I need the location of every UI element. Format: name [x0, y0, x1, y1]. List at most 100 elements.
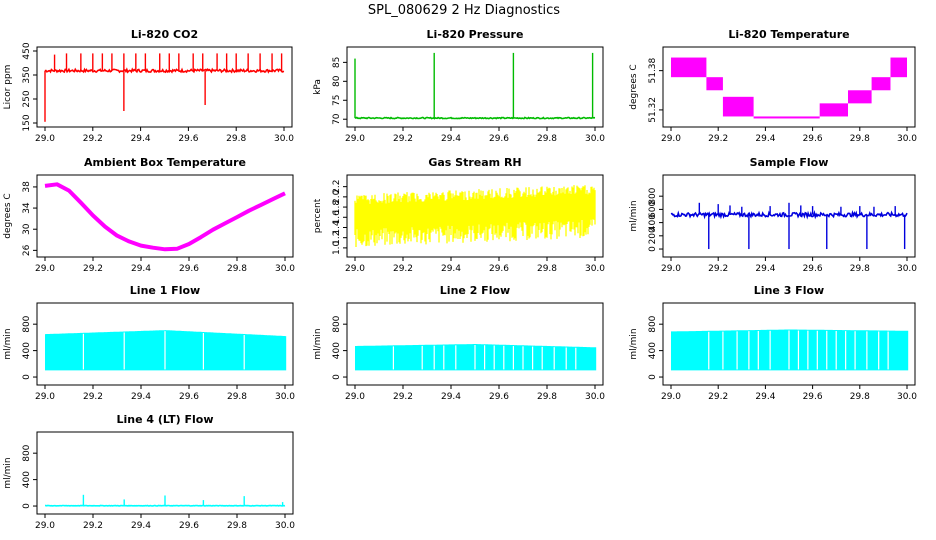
x-tick-label: 29.6	[803, 392, 823, 402]
x-tick-label: 29.4	[131, 264, 151, 274]
step-band	[848, 90, 872, 104]
figure-title: SPL_080629 2 Hz Diagnostics	[368, 3, 560, 18]
plot-frame	[662, 174, 916, 258]
step-band	[871, 77, 891, 91]
step-band	[722, 96, 754, 117]
chart-panel: Line 3 Flow ml/min 29.0 29.2 29.4 29.6 29.8 30.…	[629, 284, 917, 402]
y-axis-label: ml/min	[313, 328, 323, 359]
series-line	[44, 67, 285, 74]
x-tick-label: 29.4	[755, 134, 775, 144]
step-band	[706, 77, 723, 91]
y-tick-label: 1.2	[332, 231, 342, 245]
x-tick-label: 29.8	[850, 134, 870, 144]
x-tick-label: 29.6	[178, 134, 198, 144]
x-tick-label: 29.0	[35, 264, 55, 274]
y-tick-label: 400	[332, 342, 342, 359]
y-tick-label: 800	[22, 444, 32, 461]
x-tick-label: 29.6	[803, 134, 823, 144]
x-tick-label: 29.0	[35, 134, 55, 144]
x-tick-label: 29.6	[489, 264, 509, 274]
panel-title: Li-820 Temperature	[728, 28, 849, 41]
y-tick-label: 450	[22, 42, 32, 59]
y-tick-label: 800	[22, 315, 32, 332]
y-axis-label: degrees C	[3, 193, 13, 238]
chart-panel: Li-820 CO2 Licor ppm 29.0 29.2 29.4 29.6 29.8 3…	[3, 28, 294, 144]
plot-area	[670, 202, 908, 250]
y-tick-label: 1.0	[332, 240, 342, 255]
plot-area	[354, 52, 596, 120]
x-tick-label: 29.0	[661, 392, 681, 402]
x-tick-label: 29.6	[489, 392, 509, 402]
panel-title: Line 1 Flow	[130, 284, 200, 297]
y-tick-label: 51.38	[648, 57, 658, 83]
y-tick-label: 0	[332, 374, 342, 380]
x-tick-label: 29.2	[708, 392, 728, 402]
plot-frame	[346, 302, 604, 386]
y-tick-label: 250	[22, 90, 32, 107]
x-tick-label: 29.0	[345, 264, 365, 274]
plot-area	[44, 182, 286, 252]
panel-title: Sample Flow	[750, 156, 829, 169]
x-tick-label: 29.2	[708, 134, 728, 144]
plot-area	[671, 57, 907, 119]
plot-frame	[346, 174, 604, 258]
x-tick-label: 29.4	[441, 264, 461, 274]
chart-panel: Gas Stream RH percent 29.0 29.2 29.4 29.6 29.8…	[313, 156, 605, 274]
x-tick-label: 29.4	[755, 264, 775, 274]
x-tick-label: 29.8	[850, 264, 870, 274]
y-tick-label: 0	[648, 246, 658, 252]
x-tick-label: 29.4	[755, 392, 775, 402]
plot-area	[355, 344, 597, 371]
panel-title: Li-820 Pressure	[427, 28, 524, 41]
x-tick-label: 29.6	[179, 392, 199, 402]
x-tick-label: 29.2	[83, 392, 103, 402]
chart-panel: Li-820 Temperature degrees C 29.0 29.2 29.4 2…	[629, 28, 917, 144]
x-tick-label: 29.0	[35, 521, 55, 531]
x-tick-label: 29.4	[131, 134, 151, 144]
y-tick-label: 75	[332, 95, 342, 106]
series-line	[44, 182, 286, 252]
step-band	[890, 57, 907, 78]
plot-area	[354, 185, 596, 247]
y-tick-label: 30	[22, 223, 32, 235]
y-tick-label: 2.0	[332, 189, 342, 204]
y-tick-label: 1.6	[332, 210, 342, 225]
y-tick-label: 200	[648, 227, 658, 244]
y-tick-label: 350	[22, 66, 32, 83]
x-tick-label: 29.0	[35, 392, 55, 402]
y-axis-label: ml/min	[629, 328, 639, 359]
y-tick-label: 51.32	[648, 97, 658, 123]
x-tick-label: 29.4	[441, 134, 461, 144]
panel-title: Line 2 Flow	[440, 284, 510, 297]
chart-panel: Line 4 (LT) Flow ml/min 29.0 29.2 29.4 29.6 29…	[3, 413, 295, 531]
x-tick-label: 29.2	[708, 264, 728, 274]
panel-title: Line 4 (LT) Flow	[117, 413, 214, 426]
plot-frame	[662, 302, 916, 386]
x-tick-label: 29.0	[345, 134, 365, 144]
plot-area	[45, 494, 286, 507]
x-tick-label: 30.0	[585, 392, 605, 402]
x-tick-label: 30.0	[274, 134, 294, 144]
y-tick-label: 70	[332, 113, 342, 125]
y-axis-label: degrees C	[629, 64, 639, 109]
y-tick-label: 0	[22, 374, 32, 380]
x-tick-label: 29.4	[131, 392, 151, 402]
x-tick-label: 30.0	[275, 521, 295, 531]
plot-frame	[662, 46, 916, 128]
x-tick-label: 30.0	[585, 134, 605, 144]
y-axis-label: percent	[313, 198, 323, 233]
y-tick-label: 38	[22, 181, 32, 193]
plot-frame	[36, 46, 293, 128]
plot-frame	[36, 174, 294, 258]
plot-frame	[36, 302, 294, 386]
x-tick-label: 30.0	[897, 134, 917, 144]
x-tick-label: 29.2	[393, 134, 413, 144]
x-tick-label: 30.0	[275, 264, 295, 274]
chart-panel: Sample Flow ml/min 29.0 29.2 29.4 29.6 29.8 30.…	[629, 156, 917, 274]
y-tick-label: 400	[648, 342, 658, 359]
y-tick-label: 400	[648, 214, 658, 231]
x-tick-label: 29.8	[850, 392, 870, 402]
y-tick-label: 800	[648, 315, 658, 332]
y-tick-label: 26	[22, 244, 32, 256]
step-band	[819, 103, 848, 117]
